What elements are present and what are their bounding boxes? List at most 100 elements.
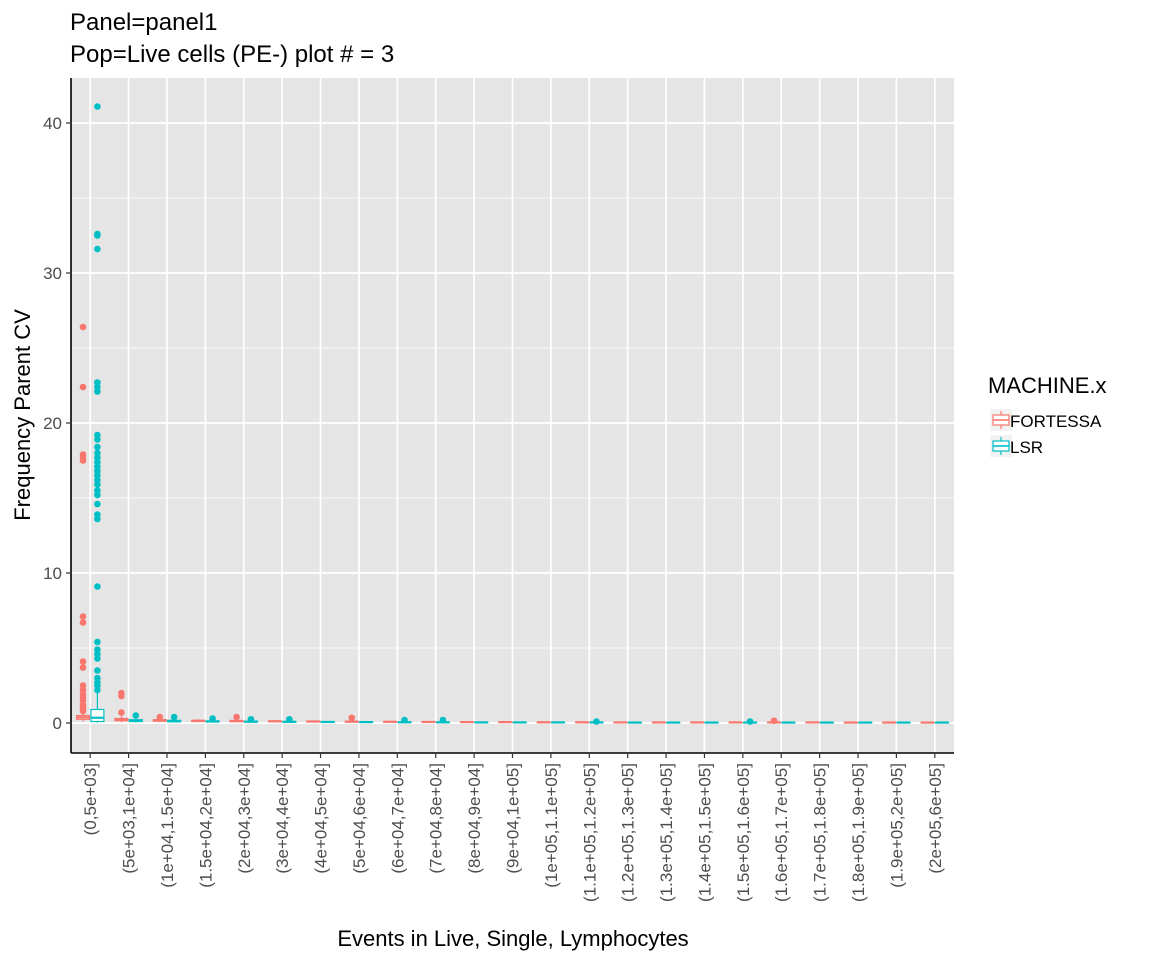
outlier-point — [79, 658, 87, 665]
legend-item-lsr: LSR — [990, 435, 1043, 457]
box-fortessa — [882, 721, 897, 724]
y-ticks: 0 10 20 30 40 — [43, 114, 71, 733]
outlier-point — [94, 491, 101, 499]
box-fortessa — [421, 720, 436, 724]
outlier-point — [286, 715, 293, 723]
y-tick-label: 40 — [43, 114, 62, 133]
chart-title-line1: Panel=panel1 — [70, 9, 217, 36]
box-lsr — [512, 721, 527, 724]
box-fortessa — [459, 720, 474, 724]
outlier-point — [94, 583, 101, 590]
outlier-point — [94, 232, 101, 239]
box-lsr — [167, 713, 182, 723]
box-lsr — [704, 721, 719, 724]
box-fortessa — [229, 713, 244, 723]
x-tick-label: (1.2e+05,1.3e+05] — [619, 763, 638, 902]
outlier-point — [79, 664, 87, 671]
box-fortessa — [766, 717, 782, 725]
box-fortessa — [75, 323, 91, 722]
x-tick-label: (5e+04,6e+04] — [350, 763, 369, 874]
box-fortessa — [651, 721, 666, 724]
outlier-point — [94, 686, 101, 694]
box-fortessa — [843, 721, 858, 724]
box-body — [90, 708, 105, 723]
legend-title: MACHINE.x — [988, 373, 1107, 398]
outlier-point — [94, 388, 101, 395]
x-tick-label: (1.5e+05,1.6e+05] — [734, 763, 753, 902]
legend-item-fortessa: FORTESSA — [990, 409, 1102, 431]
outlier-point — [132, 712, 140, 719]
x-tick-label: (2e+04,3e+04] — [235, 763, 254, 874]
box-lsr — [359, 720, 374, 724]
box-fortessa — [152, 713, 167, 723]
outlier-point — [94, 655, 101, 662]
outlier-point — [79, 383, 87, 391]
x-tick-label: (4e+04,5e+04] — [312, 763, 331, 874]
box-fortessa — [613, 721, 628, 724]
box-lsr — [781, 721, 796, 724]
legend-label: FORTESSA — [1010, 412, 1102, 431]
outlier-point — [118, 692, 125, 700]
outlier-point — [348, 714, 356, 722]
box-lsr — [128, 712, 143, 723]
outlier-point — [94, 245, 101, 253]
outlier-point — [94, 500, 101, 508]
grid-lines — [71, 78, 954, 753]
box-lsr — [934, 721, 950, 724]
outlier-point — [94, 481, 101, 488]
box-fortessa — [920, 721, 935, 724]
box-lsr — [243, 715, 259, 723]
chart-title-line2: Pop=Live cells (PE-) plot # = 3 — [70, 41, 394, 68]
x-tick-label: (1e+04,1.5e+04] — [158, 763, 177, 888]
box-fortessa — [575, 721, 590, 724]
x-tick-label: (8e+04,9e+04] — [465, 763, 484, 874]
x-tick-label: (3e+04,4e+04] — [273, 763, 292, 874]
box-lsr — [589, 718, 604, 725]
outlier-point — [94, 515, 101, 523]
y-tick-label: 30 — [43, 264, 62, 283]
x-tick-label: (9e+04,1e+05] — [504, 763, 523, 874]
box-lsr — [90, 103, 105, 723]
x-tick-label: (1.5e+04,2e+04] — [196, 763, 215, 888]
legend: MACHINE.x FORTESSA LSR — [988, 373, 1107, 457]
box-fortessa — [536, 721, 551, 724]
outlier-point — [439, 716, 447, 724]
outlier-point — [746, 718, 754, 725]
box-fortessa — [306, 720, 321, 723]
box-fortessa — [805, 721, 820, 724]
box-fortessa — [344, 714, 359, 723]
x-tick-label: (1.1e+05,1.2e+05] — [580, 763, 599, 902]
outlier-point — [94, 638, 101, 646]
box-lsr — [819, 721, 834, 724]
y-axis-label: Frequency Parent CV — [10, 309, 35, 521]
box-fortessa — [267, 720, 283, 723]
x-tick-label: (1.7e+05,1.8e+05] — [811, 763, 830, 902]
box-lsr — [896, 721, 911, 724]
y-tick-label: 0 — [53, 714, 62, 733]
outlier-point — [79, 323, 87, 331]
box-fortessa — [498, 720, 513, 724]
x-tick-label: (1.3e+05,1.4e+05] — [657, 763, 676, 902]
legend-label: LSR — [1010, 438, 1043, 457]
box-lsr — [627, 721, 642, 724]
box-fortessa — [191, 719, 206, 723]
x-tick-label: (1e+05,1.1e+05] — [542, 763, 561, 888]
outlier-point — [79, 613, 87, 620]
x-tick-label: (5e+03,1e+04] — [120, 763, 139, 874]
outlier-point — [79, 619, 87, 626]
x-axis-label: Events in Live, Single, Lymphocytes — [337, 926, 688, 951]
x-tick-label: (6e+04,7e+04] — [388, 763, 407, 874]
box-lsr — [282, 715, 297, 723]
box-lsr — [551, 721, 566, 724]
outlier-point — [233, 713, 240, 721]
box-lsr — [666, 721, 681, 724]
outlier-point — [770, 717, 778, 725]
outlier-point — [94, 443, 101, 451]
box-lsr — [397, 716, 412, 724]
outlier-point — [94, 103, 101, 110]
x-ticks: (0,5e+03] (5e+03,1e+04] (1e+04,1.5e+04] (1.… — [81, 753, 945, 902]
outlier-point — [247, 715, 255, 723]
x-tick-label: (0,5e+03] — [81, 763, 100, 835]
